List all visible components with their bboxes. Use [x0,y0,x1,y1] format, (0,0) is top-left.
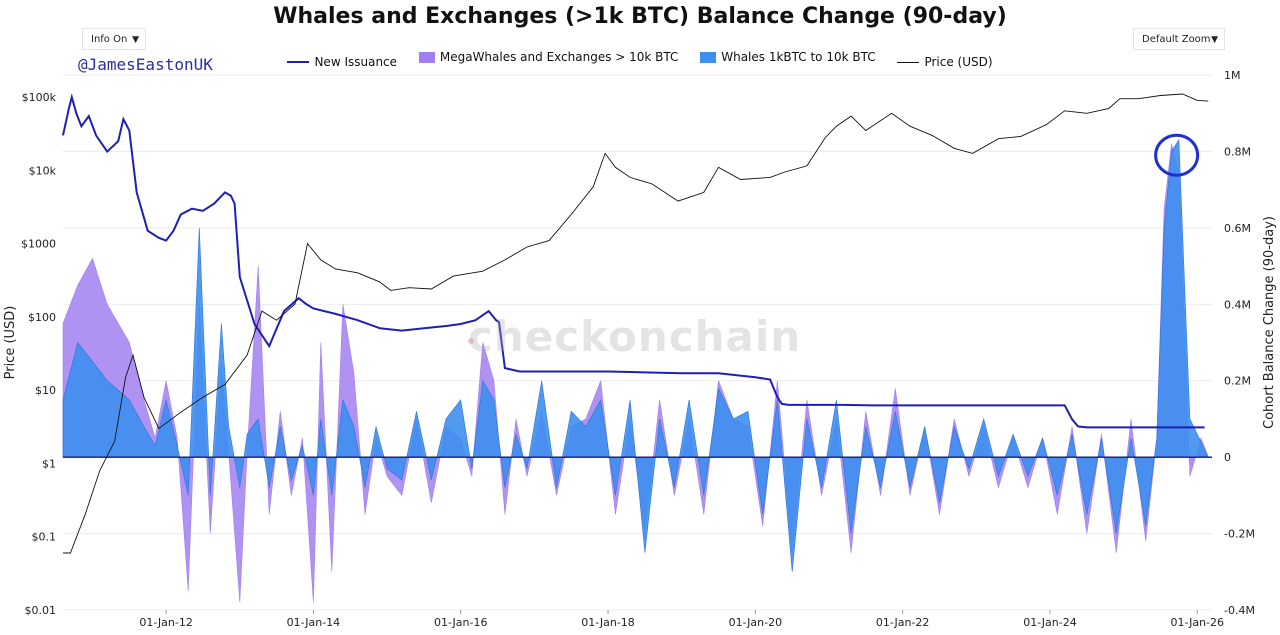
x-tick-label: 01-Jan-12 [139,616,193,629]
author-handle: @JamesEastonUK [78,55,213,74]
legend-swatch-whales [700,51,717,63]
y-left-tick-label: $100 [28,311,56,324]
x-tick-label: 01-Jan-22 [876,616,930,629]
chevron-down-icon: ▼ [1211,35,1218,45]
y-left-axis-title: Price (USD) [3,306,18,380]
y-right-tick-label: 0.6M [1224,222,1251,235]
y-right-tick-label: -0.2M [1224,528,1255,541]
zoom-select-label: Default Zoom [1142,34,1211,45]
y-left-tick-label: $10k [29,164,57,177]
legend-label: Whales 1kBTC to 10k BTC [721,50,876,64]
legend-item-whales[interactable]: Whales 1kBTC to 10k BTC [700,50,876,64]
y-right-tick-label: 0.8M [1224,145,1251,158]
series-whales-area [62,139,1209,572]
x-tick-label: 01-Jan-20 [729,616,783,629]
zoom-select[interactable]: Default Zoom ▼ [1133,28,1225,50]
legend-label: MegaWhales and Exchanges > 10k BTC [439,50,679,64]
y-right-tick-label: -0.4M [1224,604,1255,617]
y-left-tick-label: $100k [22,91,57,104]
y-right-tick-label: 0.4M [1224,298,1251,311]
chevron-down-icon: ▼ [132,35,139,45]
chart-title: Whales and Exchanges (>1k BTC) Balance C… [273,4,1007,29]
x-tick-label: 01-Jan-14 [287,616,341,629]
y-right-tick-label: 0.2M [1224,375,1251,388]
legend-swatch-megawhales [418,51,435,63]
legend-label: New Issuance [314,54,398,69]
x-tick-label: 01-Jan-24 [1023,616,1077,629]
y-left-tick-label: $1 [42,457,56,470]
legend: New Issuance MegaWhales and Exchanges > … [0,50,1280,69]
legend-item-new-issuance[interactable]: New Issuance [287,55,397,69]
x-tick-label: 01-Jan-18 [581,616,635,629]
y-left-tick-label: $1000 [21,238,56,251]
y-left-tick-label: $0.01 [25,604,57,617]
legend-label: Price (USD) [924,55,993,69]
legend-swatch-price [897,61,920,63]
series-new-issuance-line [62,93,1205,429]
x-tick-label: 01-Jan-26 [1171,616,1225,629]
y-right-tick-label: 0 [1224,451,1231,464]
watermark-dot [468,338,474,344]
y-left-tick-label: $0.1 [32,531,57,544]
y-right-tick-label: 1M [1224,69,1241,82]
legend-item-megawhales[interactable]: MegaWhales and Exchanges > 10k BTC [418,50,679,64]
watermark: checkonchain [468,312,802,361]
highlight-circle [1154,133,1200,177]
legend-item-price[interactable]: Price (USD) [897,55,993,69]
x-tick-label: 01-Jan-16 [434,616,488,629]
legend-swatch-new-issuance [287,60,310,63]
y-right-axis-title: Cohort Balance Change (90-day) [1262,216,1277,429]
series-price-line [63,93,1209,554]
info-toggle-select[interactable]: Info On ▼ [82,28,146,50]
info-select-label: Info On [91,34,128,45]
y-left-tick-label: $10 [35,384,56,397]
